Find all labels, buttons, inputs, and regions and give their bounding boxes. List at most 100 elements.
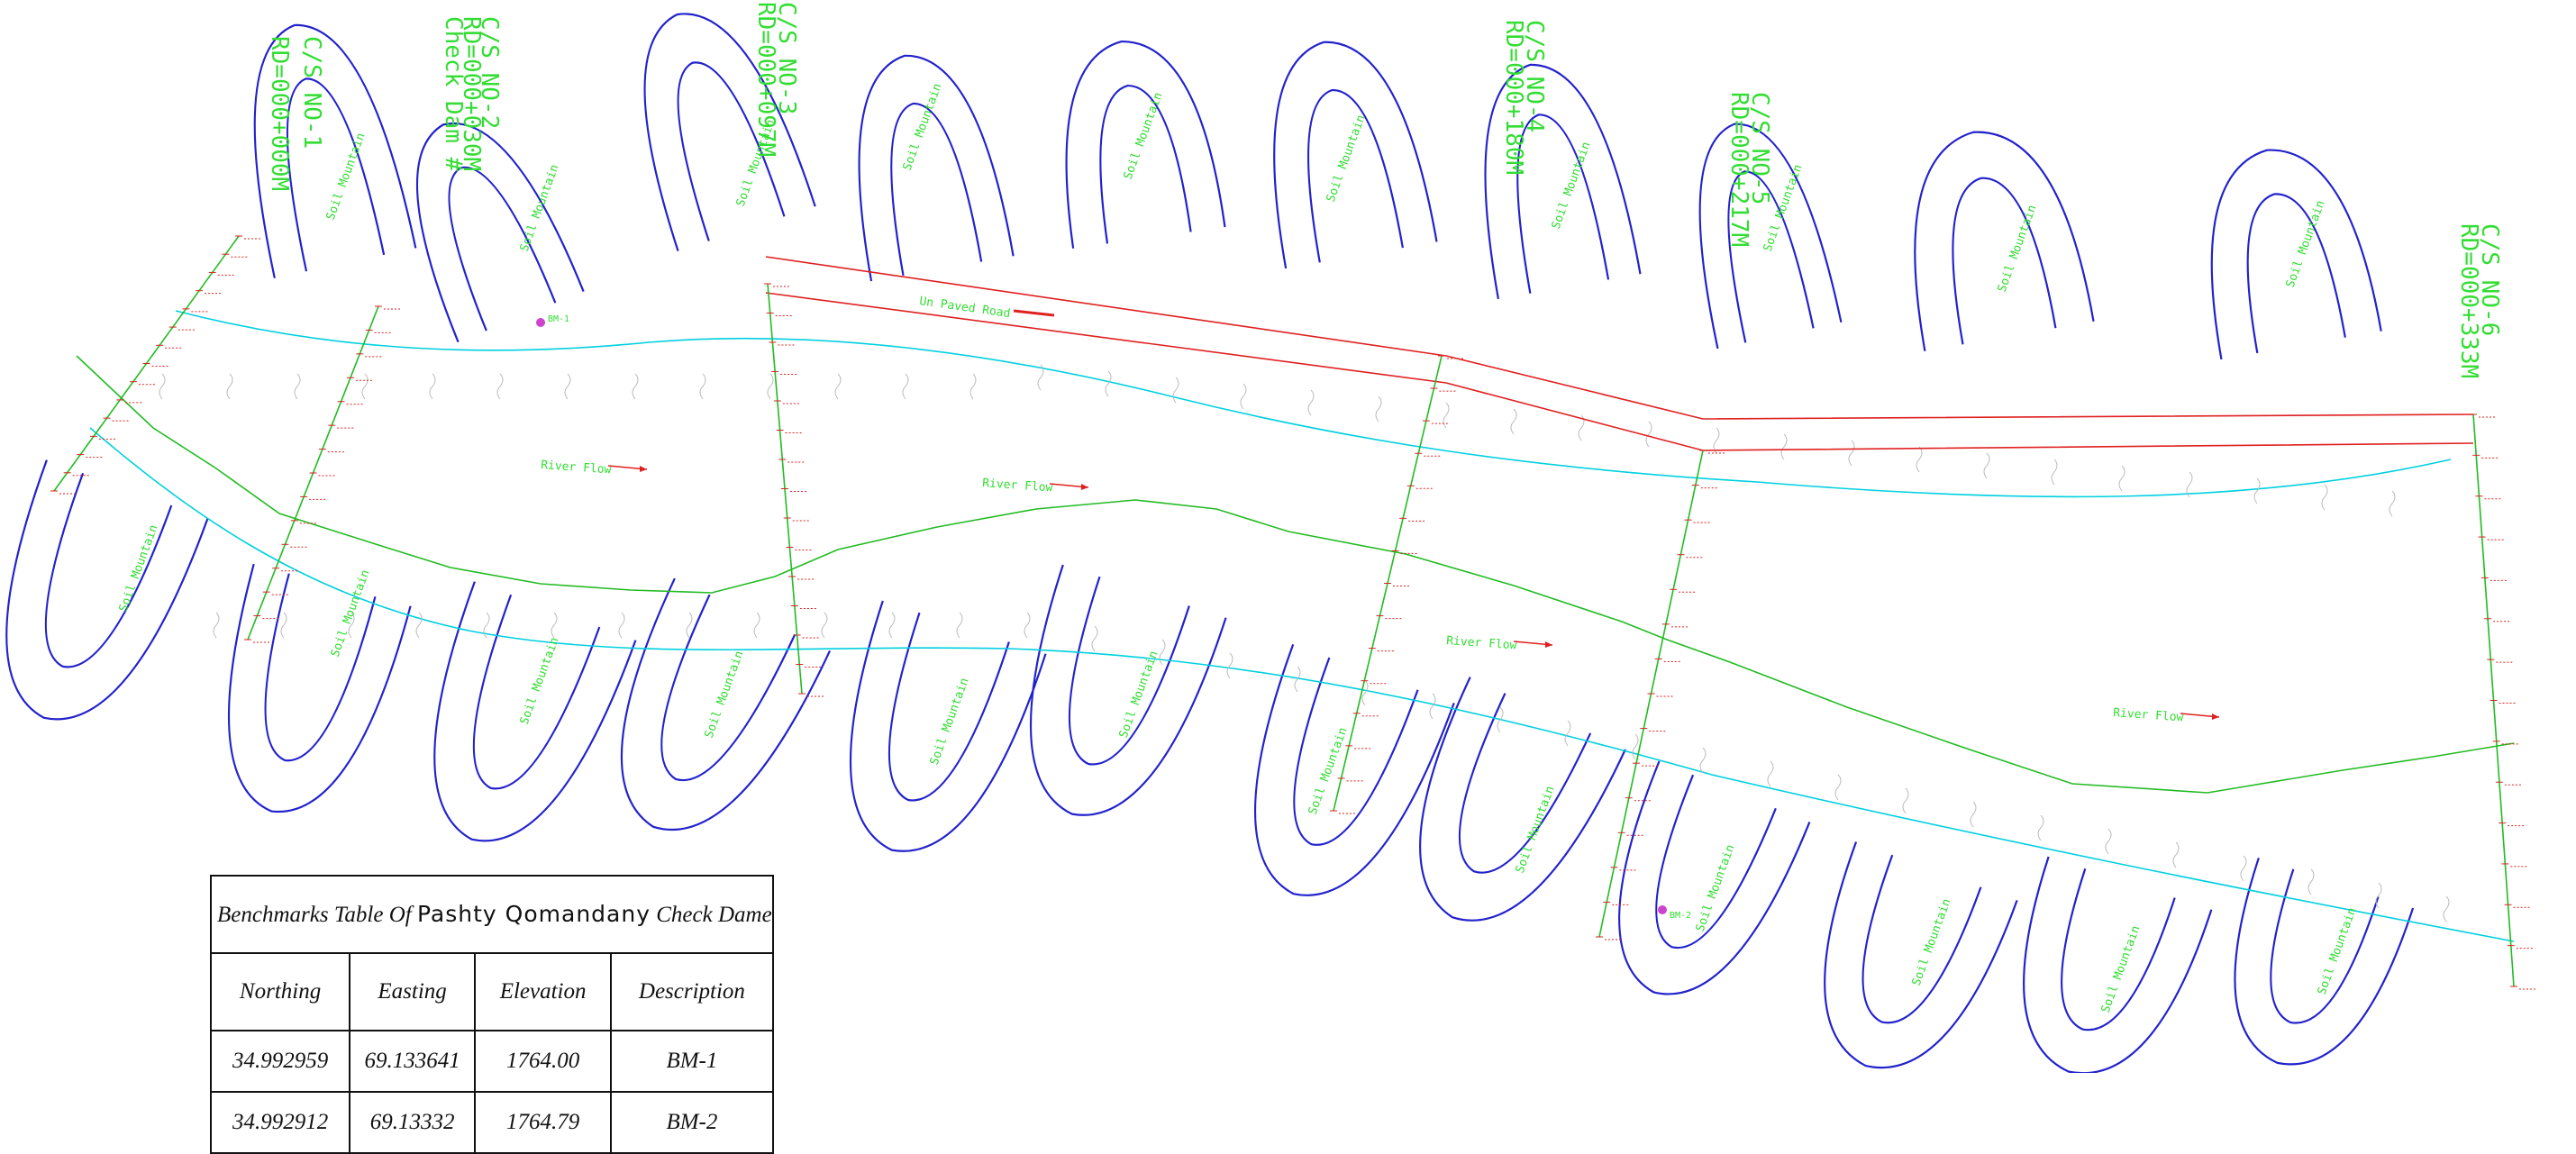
mountain-contour (858, 54, 1015, 282)
bank-hatch (348, 612, 355, 639)
header-northing: Northing (209, 952, 351, 1031)
contour-outer (2023, 856, 2213, 1073)
cell-elevation: 1764.79 (474, 1091, 613, 1154)
bank-hatch (226, 373, 233, 400)
contour-inner (2061, 868, 2176, 1031)
bank-hatch (2172, 841, 2180, 868)
river-bank-upper (175, 310, 2452, 498)
mountain-contour (2234, 857, 2415, 1066)
mountain-contour (1698, 123, 1843, 350)
road-arrow (1013, 309, 1055, 317)
flow-arrow-head (1081, 484, 1088, 490)
mountain-contour (1824, 841, 2018, 1069)
cross-section-title-line: RD=000+333M (2455, 223, 2482, 378)
mountain-label: Soil Mountain (518, 636, 562, 727)
contour-outer (1030, 564, 1227, 816)
mountain-label: Soil Mountain (928, 677, 972, 768)
cell-easting: 69.13332 (349, 1091, 477, 1154)
mountain-label: Soil Mountain (901, 82, 945, 173)
bank-hatch (2443, 895, 2450, 922)
contour-inner (1727, 170, 1815, 343)
benchmark-marker (536, 318, 545, 327)
bank-hatch (834, 373, 842, 400)
contour-inner (44, 472, 173, 668)
bank-hatch (294, 373, 301, 400)
mountain-label: Soil Mountain (1324, 114, 1369, 204)
cross-section-title-line: RD=000+180M (1500, 20, 1527, 175)
bank-hatch (888, 612, 896, 639)
bank-hatch (1226, 652, 1233, 679)
bank-hatch (551, 612, 558, 639)
cell-elevation: 1764.00 (474, 1030, 613, 1093)
mountain-contour (2023, 856, 2213, 1073)
bank-hatch (1510, 408, 1517, 435)
contour-inner (1861, 854, 1982, 1024)
contour-inner (448, 166, 557, 332)
mountain-contour (1030, 564, 1227, 816)
unpaved-road (765, 256, 2474, 451)
contour-outer (1484, 63, 1642, 300)
bank-hatch (767, 373, 774, 400)
bank-hatch (1983, 452, 1990, 479)
bank-hatch (1834, 774, 1842, 801)
mountain-contour (1618, 760, 1811, 995)
cross-section-title-line: C/S NO-3 (773, 2, 800, 114)
contour-outer (1618, 760, 1811, 995)
bank-hatch (159, 373, 166, 400)
contour-inner (1655, 774, 1777, 950)
benchmark-marker (1658, 905, 1667, 914)
cross-section-title-line: C/S NO-4 (1521, 20, 1548, 132)
contour-outer (1253, 643, 1455, 896)
bank-hatch (1902, 787, 1909, 814)
benchmark-label: BM-2 (1670, 911, 1691, 921)
bank-hatch (1240, 383, 1247, 410)
contour-outer (227, 563, 412, 813)
mountain-label: Soil Mountain (2099, 924, 2144, 1015)
contour-outer (2234, 857, 2415, 1066)
bank-hatch (1375, 395, 1382, 423)
cross-section-title-line: RD=000+000M (266, 36, 293, 191)
flow-arrow-head (640, 466, 647, 472)
contour-inner (887, 612, 1010, 802)
table-title-part-2: Check Dame (656, 903, 772, 927)
bank-hatch (902, 373, 909, 400)
flow-arrow-head (2212, 713, 2219, 720)
river-flow-label: River Flow (2113, 706, 2184, 724)
contour-outer (850, 600, 1047, 852)
mountain-label: Soil Mountain (117, 523, 161, 614)
mountain-contour (850, 600, 1047, 852)
contour-outer (620, 577, 832, 831)
mountain-contour (1065, 40, 1226, 249)
mountain-contour (2210, 149, 2382, 360)
cross-section-title-line: C/S NO-1 (298, 36, 325, 149)
bank-hatch (2253, 477, 2261, 504)
bank-hatch (2118, 465, 2125, 492)
contour-inner (2246, 193, 2346, 354)
contour-inner (677, 61, 786, 241)
bank-hatch (2321, 484, 2328, 511)
bank-hatch (280, 612, 287, 639)
bank-hatch (699, 373, 706, 400)
bank-hatch (564, 373, 571, 400)
bank-hatch (753, 612, 760, 639)
cross-section-title-line: C/S NO-2 (476, 16, 503, 129)
flow-arrow-head (1545, 641, 1552, 648)
river-banks (89, 310, 2515, 942)
cross-section-title-line: C/S NO-6 (2476, 223, 2503, 336)
cell-northing: 34.992912 (209, 1091, 351, 1154)
bank-hatch (415, 612, 423, 639)
bank-hatch (1443, 402, 1450, 429)
bank-hatch (618, 612, 625, 639)
contour-inner (264, 573, 377, 762)
contour-outer (1698, 123, 1843, 350)
contour-inner (286, 77, 386, 272)
contour-outer (1824, 841, 2018, 1069)
bank-hatch (2186, 471, 2193, 498)
contour-inner (472, 594, 601, 790)
road-edge-upper (765, 256, 2474, 420)
bank-hatch (1294, 666, 1301, 693)
bank-hatch (956, 612, 963, 639)
mountain-label: Soil Mountain (1122, 91, 1166, 182)
bank-hatch (361, 373, 369, 400)
bank-hatch (1024, 612, 1031, 639)
